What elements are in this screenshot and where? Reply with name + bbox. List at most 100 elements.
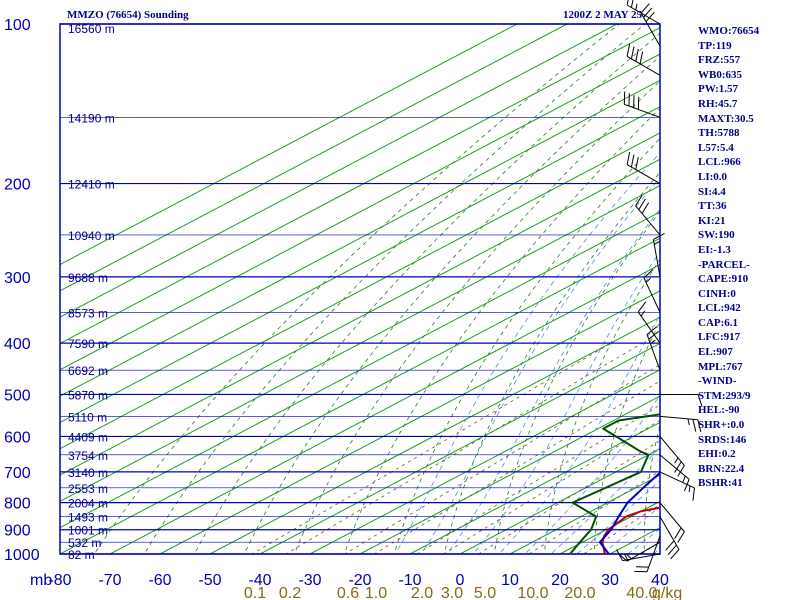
dry-adiabat-line: [93, 24, 620, 554]
dry-adiabat-line: [143, 24, 646, 554]
wind-barb-flag: [697, 394, 703, 407]
index-item: KI:21: [698, 214, 726, 227]
wind-barb: [626, 43, 661, 76]
wind-barb-flag: [639, 51, 644, 64]
index-item: CAPE:910: [698, 273, 749, 286]
mixing-ratio-label: 2.0: [411, 585, 433, 600]
index-item: HEL:-90: [698, 404, 740, 417]
wind-barb-flag: [697, 419, 702, 433]
wind-barb: [635, 194, 661, 236]
plot-frame: [59, 23, 661, 555]
dry-adiabat-line: [443, 171, 660, 554]
isotherm-line: [459, 448, 660, 554]
wind-barb-flag: [653, 232, 665, 240]
wind-barb-flag: [630, 154, 635, 168]
index-item: EL:907: [698, 346, 733, 359]
index-item: WB0:635: [698, 68, 742, 81]
wind-barb-staff: [659, 436, 685, 466]
wind-barb-half-flag: [635, 3, 638, 11]
temperature-label: 30: [601, 572, 619, 589]
moist-adiabat-line: [394, 152, 660, 554]
wind-barb-flag: [638, 198, 646, 210]
wind-barb-half-flag: [688, 485, 691, 493]
pressure-label: 300: [4, 270, 31, 287]
index-item: SRDS:146: [698, 433, 747, 446]
index-item: BRN:22.4: [698, 462, 745, 475]
height-label: 9688 m: [68, 271, 108, 285]
isotherm-line: [109, 263, 660, 554]
height-label: 532 m: [68, 536, 101, 550]
wind-barb-staff: [626, 55, 661, 76]
wind-barb-staff: [652, 239, 661, 277]
wind-barb-half-flag: [645, 277, 651, 283]
wind-barb-flag: [667, 544, 677, 555]
wind-barb: [626, 152, 661, 184]
wind-barb: [634, 535, 661, 573]
isotherm-line: [60, 106, 660, 423]
mixing-ratio-line: [416, 404, 660, 554]
height-label: 82 m: [68, 548, 95, 562]
wind-barb-flag: [630, 46, 635, 59]
wind-barb-staff: [626, 541, 661, 562]
parcel-trace: [598, 471, 660, 554]
wind-barb: [626, 0, 661, 25]
mixing-ratio-line: [373, 380, 660, 554]
isotherm-line: [60, 79, 660, 397]
wind-barb-staff: [624, 103, 661, 118]
wind-barb-flag: [630, 0, 634, 8]
wind-barb-half-flag: [654, 240, 661, 245]
wind-barb: [659, 471, 695, 501]
wind-barb-staff: [643, 277, 661, 313]
wind-barb-staff: [626, 4, 661, 25]
wind-barb-flag: [626, 152, 631, 165]
moist-adiabat-line: [576, 480, 660, 554]
wind-barb: [659, 516, 680, 560]
temperature-label: 10: [501, 572, 519, 589]
wind-barb-staff: [659, 471, 695, 489]
mixing-ratio-label: 0.2: [279, 585, 301, 600]
mixing-ratio-label: 1.0: [365, 585, 387, 600]
wind-barb-flag: [692, 419, 697, 432]
wind-barb-flag: [677, 465, 685, 477]
mixing-ratio-line: [442, 419, 660, 554]
pressure-label: 600: [4, 429, 31, 446]
isotherm-line: [259, 342, 660, 554]
isotherm-line: [60, 132, 660, 450]
height-label: 2004 m: [68, 497, 108, 511]
index-item: MAXT:30.5: [698, 112, 754, 125]
wind-barb-flag: [646, 326, 658, 335]
moist-adiabat-line: [601, 505, 660, 554]
wind-barb-flag: [637, 301, 647, 313]
wind-barb: [660, 393, 703, 407]
height-label: 4409 m: [68, 430, 108, 444]
wind-barb-staff: [659, 516, 680, 550]
wind-barb-flag: [641, 202, 650, 214]
wind-barb-flag: [635, 48, 639, 62]
wind-barb: [659, 454, 690, 492]
dry-adiabat-line: [786, 24, 800, 565]
index-item: PW:1.57: [698, 83, 739, 96]
temperature-label: -10: [398, 572, 421, 589]
isotherm-line: [60, 53, 660, 371]
wind-barb-half-flag: [650, 339, 656, 345]
isotherm-line: [209, 316, 660, 554]
index-item: FRZ:557: [698, 54, 741, 67]
mixing-ratio-label: 40.0: [626, 585, 657, 600]
wind-barb: [646, 326, 661, 371]
wind-barb-half-flag: [626, 554, 632, 560]
pressure-label: 900: [4, 523, 31, 540]
diagram-background-lines: [60, 24, 800, 565]
index-item: CINH:0: [698, 287, 736, 300]
index-item: LFC:917: [698, 331, 741, 344]
pressure-label: 800: [4, 496, 31, 513]
wind-barb: [659, 436, 685, 477]
temperature-label: 20: [551, 572, 569, 589]
isotherm-line: [60, 24, 568, 292]
wind-barb-flag: [683, 479, 690, 492]
height-label: 2553 m: [68, 482, 108, 496]
wind-barb-staff: [637, 311, 661, 344]
mixing-ratio-line: [343, 364, 660, 554]
dry-adiabat-line: [343, 107, 660, 554]
isotherm-line: [60, 185, 660, 502]
